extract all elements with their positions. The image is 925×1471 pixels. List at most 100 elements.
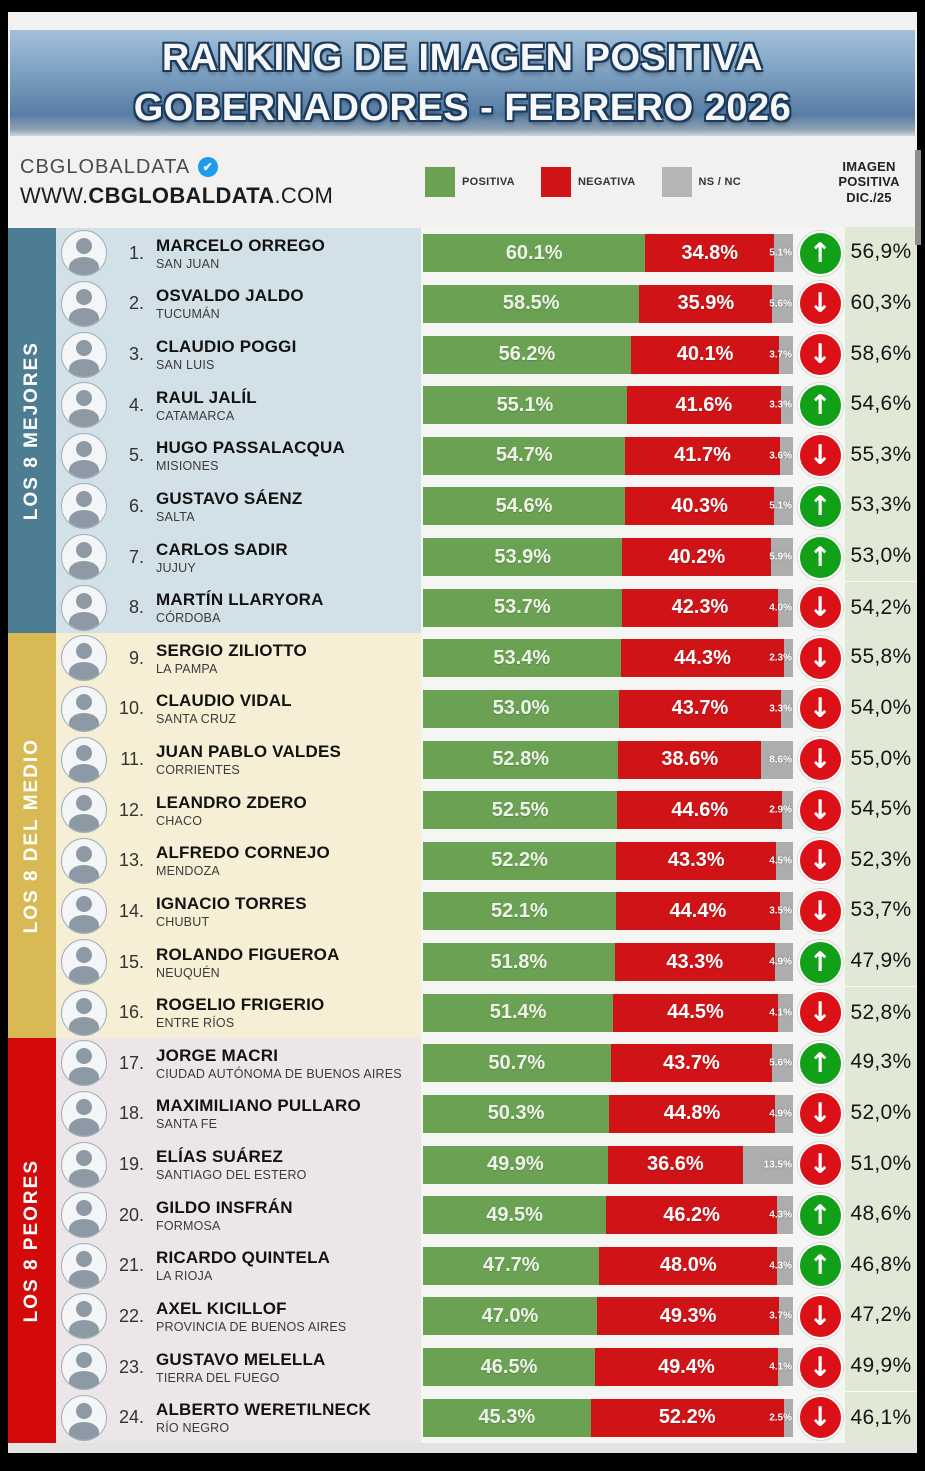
positive-value: 52.1% [491,899,548,922]
trend-cell: ↓ [795,633,845,684]
nsnc-value: 5.6% [769,298,792,310]
trend-up-arrow-icon: ↑ [797,382,843,428]
nsnc-segment: 2.9% [769,791,793,830]
nsnc-segment: 2.5% [769,1398,793,1437]
negative-segment: 44.6% [617,791,783,830]
stacked-bar-cell: 58.5% 35.9% 5.6% [421,278,795,330]
stacked-bar: 45.3% 52.2% 2.5% [423,1398,793,1437]
avatar-cell [56,685,112,732]
previous-value: 53,3% [845,480,917,533]
previous-value: 46,8% [845,1239,917,1293]
brand-name: CBGLOBALDATA [20,155,191,178]
nsnc-segment: 4.1% [769,993,793,1032]
negative-value: 41.6% [675,393,733,416]
positive-segment: 52.8% [423,740,619,779]
previous-value: 54,2% [845,582,917,633]
governor-province: SANTIAGO DEL ESTERO [156,1168,307,1183]
legend-item: POSITIVA [425,167,515,197]
negative-value: 43.7% [663,1051,720,1074]
avatar-cell [56,382,112,429]
governor-row: 12. LEANDRO ZDERO CHACO 52.5% 44.6% 2.9%… [56,783,917,837]
governor-identity: GUSTAVO MELELLA TIERRA DEL FUEGO [148,1350,421,1385]
trend-up-arrow-icon: ↑ [797,483,843,529]
trend-up-arrow-icon: ↑ [797,1040,843,1086]
nsnc-value: 5.1% [769,247,792,259]
positive-value: 45.3% [478,1406,536,1429]
trend-cell: ↓ [795,1392,845,1443]
section-label: LOS 8 PEORES [21,1158,42,1323]
avatar-cell [56,635,112,682]
nsnc-value: 2.5% [769,1412,792,1424]
governor-name: CARLOS SADIR [156,539,288,559]
trend-down-arrow-icon: ↓ [797,838,843,884]
positive-segment: 51.4% [423,993,614,1032]
trend-cell: ↑ [795,379,845,431]
nsnc-segment: 4.3% [769,1246,793,1285]
negative-segment: 44.8% [609,1094,775,1133]
legend-swatch-icon [540,167,571,197]
positive-value: 53.7% [493,596,551,619]
governor-name: GUSTAVO SÁENZ [156,488,303,508]
stacked-bar-cell: 50.3% 44.8% 4.9% [421,1088,795,1140]
governor-photo [61,1090,107,1137]
trend-up-arrow-icon: ↑ [797,1243,843,1289]
previous-value: 53,7% [845,885,917,938]
positive-value: 52.2% [491,849,548,872]
avatar-cell [56,230,112,277]
negative-value: 44.3% [674,646,731,669]
rank-number: 3. [128,344,144,365]
negative-value: 41.7% [674,444,731,467]
trend-cell: ↑ [795,1240,845,1292]
avatar-cell [56,736,112,783]
rank-number: 18. [118,1103,144,1124]
negative-value: 46.2% [663,1203,720,1226]
trend-down-arrow-icon: ↓ [797,1395,843,1441]
stacked-bar: 50.3% 44.8% 4.9% [423,1094,793,1133]
governor-province: ENTRE RÍOS [156,1016,235,1031]
brand-block: CBGLOBALDATA ✔ WWW.CBGLOBALDATA.COM [20,156,355,209]
prev-column-header: IMAGEN POSITIVA DIC./25 [838,159,900,205]
stacked-bar-cell: 47.7% 48.0% 4.3% [421,1240,795,1292]
governor-name: GILDO INSFRÁN [156,1197,293,1217]
governor-identity: ROLANDO FIGUEROA NEUQUÉN [148,945,421,980]
governor-photo [61,837,107,884]
negative-value: 44.6% [671,798,729,821]
governor-name: MARCELO ORREGO [156,235,326,255]
positive-segment: 52.2% [423,841,617,880]
trend-up-arrow-icon: ↑ [797,939,843,985]
governor-name: MAXIMILIANO PULLARO [156,1096,361,1116]
nsnc-value: 4.9% [769,956,792,968]
governor-row: 15. ROLANDO FIGUEROA NEUQUÉN 51.8% 43.3%… [56,935,917,989]
governor-province: NEUQUÉN [156,965,220,980]
section-label: LOS 8 DEL MEDIO [21,737,42,934]
rank-number: 16. [118,1002,144,1023]
rank-number: 14. [118,900,144,921]
stacked-bar-cell: 46.5% 49.4% 4.1% [421,1341,795,1393]
rank-number: 4. [128,394,144,415]
trend-cell: ↑ [795,936,845,988]
negative-segment: 41.7% [625,436,780,475]
stacked-bar: 52.1% 44.4% 3.5% [423,892,793,931]
nsnc-value: 4.1% [769,1007,792,1019]
governor-name: HUGO PASSALACQUA [156,438,345,458]
stacked-bar: 53.4% 44.3% 2.3% [423,639,793,678]
governor-identity: HUGO PASSALACQUA MISIONES [148,438,421,473]
previous-value: 46,1% [845,1392,917,1443]
negative-value: 44.8% [663,1102,721,1125]
previous-value: 48,6% [845,1188,917,1242]
stacked-bar-cell: 60.1% 34.8% 5.1% [421,228,795,279]
governor-row: 17. JORGE MACRI CIUDAD AUTÓNOMA DE BUENO… [56,1037,917,1090]
negative-segment: 49.3% [596,1297,780,1336]
rank-number: 17. [118,1052,144,1073]
governor-province: JUJUY [156,560,196,575]
nsnc-value: 2.9% [769,804,792,816]
negative-value: 49.3% [659,1304,717,1327]
trend-cell: ↑ [795,1038,845,1089]
governor-photo [61,483,107,530]
trend-down-arrow-icon: ↓ [797,686,843,732]
negative-value: 38.6% [661,748,719,771]
negative-value: 40.3% [671,494,728,517]
rank-number: 8. [128,597,144,618]
stacked-bar-cell: 49.5% 46.2% 4.3% [421,1189,795,1241]
negative-segment: 44.5% [613,993,778,1032]
